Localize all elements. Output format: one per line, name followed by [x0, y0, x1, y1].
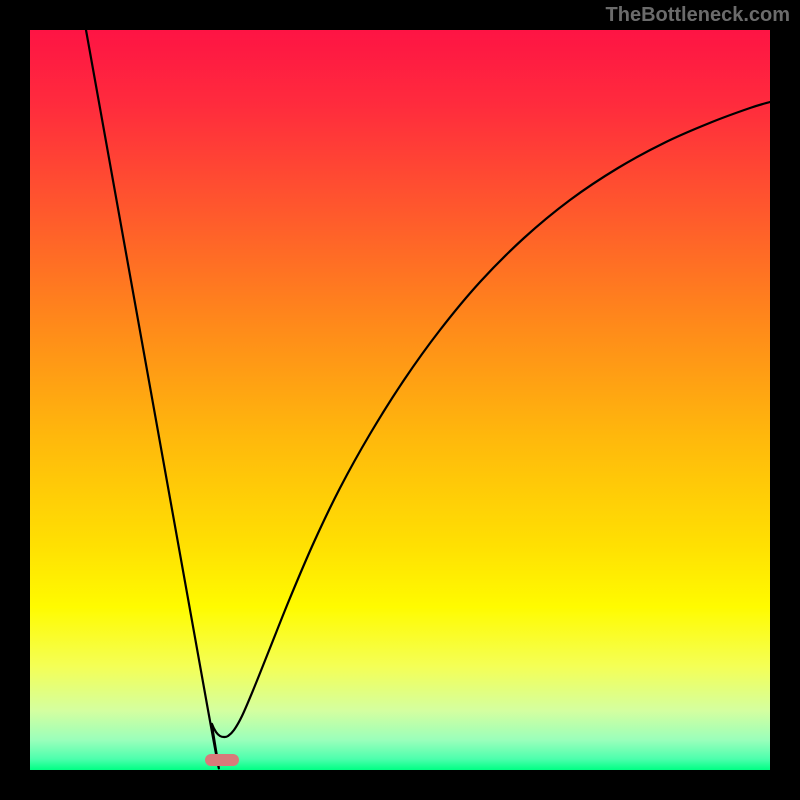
chart-container: TheBottleneck.com: [0, 0, 800, 800]
optimum-marker: [205, 754, 239, 766]
plot-background: [30, 30, 770, 770]
bottleneck-curve-chart: [0, 0, 800, 800]
watermark-text: TheBottleneck.com: [606, 4, 790, 27]
